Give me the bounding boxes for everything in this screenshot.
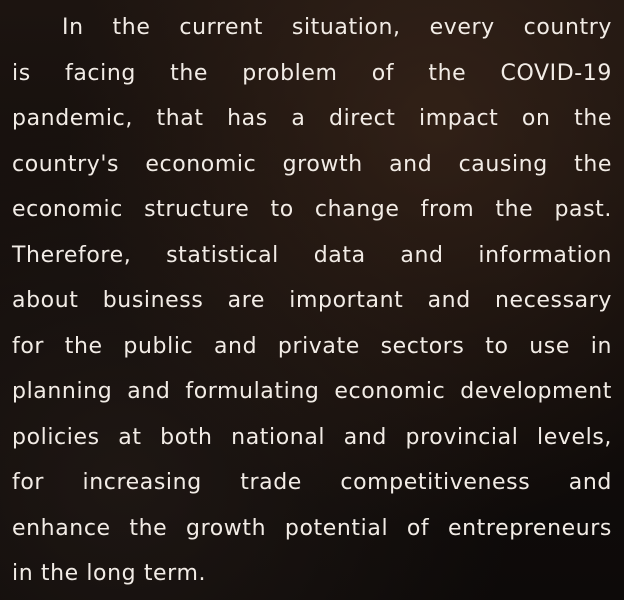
text-line: enhance the growth potential of entrepre… (12, 509, 612, 555)
text-line: in the long term. (12, 554, 612, 600)
text-line: economic structure to change from the pa… (12, 190, 612, 236)
text-line: for the public and private sectors to us… (12, 327, 612, 373)
text-line: for increasing trade competitiveness and (12, 463, 612, 509)
text-line: is facing the problem of the COVID-19 (12, 54, 612, 100)
text-line: In the current situation, every country (12, 8, 612, 54)
text-line: policies at both national and provincial… (12, 418, 612, 464)
text-line: country's economic growth and causing th… (12, 145, 612, 191)
text-line: Therefore, statistical data and informat… (12, 236, 612, 282)
text-line: about business are important and necessa… (12, 281, 612, 327)
text-line: pandemic, that has a direct impact on th… (12, 99, 612, 145)
page: In the current situation, every countryi… (0, 0, 624, 600)
text-line: planning and formulating economic develo… (12, 372, 612, 418)
